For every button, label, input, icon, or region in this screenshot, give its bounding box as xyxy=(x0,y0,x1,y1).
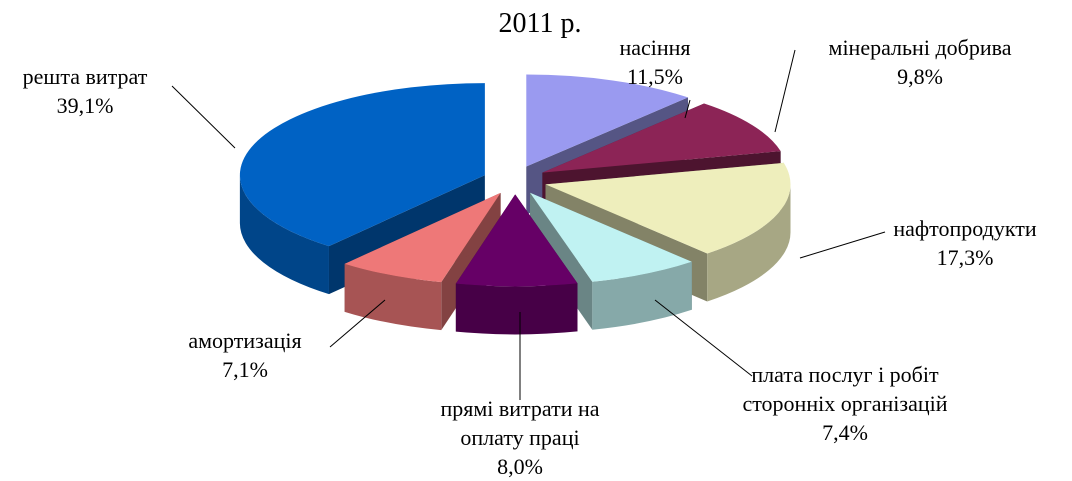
value-label: 17,3% xyxy=(936,245,994,270)
slice-top xyxy=(344,192,501,283)
slice-wall xyxy=(592,261,692,330)
pie-slice xyxy=(455,194,578,335)
category-label: прямі витрати на оплату праці xyxy=(440,396,600,450)
value-label: 7,4% xyxy=(822,420,868,445)
chart-title: 2011 р. xyxy=(498,8,582,39)
slice-top xyxy=(542,103,781,173)
leader-line xyxy=(654,299,753,377)
value-label: 9,8% xyxy=(897,64,943,89)
value-label: 8,0% xyxy=(497,454,543,479)
slice-top xyxy=(455,194,578,287)
slice-label: мінеральні добрива 9,8% xyxy=(795,33,1045,91)
category-label: решта витрат xyxy=(22,64,148,89)
slice-label: насіння 11,5% xyxy=(575,33,735,91)
slice-top xyxy=(545,162,791,254)
slice-wall xyxy=(455,283,578,335)
value-label: 11,5% xyxy=(626,64,683,89)
slice-top xyxy=(526,74,689,167)
slice-label: амортизація 7,1% xyxy=(160,326,330,384)
category-label: плата послуг і робіт сторонніх організац… xyxy=(742,362,948,416)
slice-top xyxy=(530,192,692,282)
leader-line xyxy=(171,85,236,149)
category-label: нафтопродукти xyxy=(893,216,1037,241)
leader-line xyxy=(774,49,796,133)
leader-line xyxy=(329,299,386,348)
category-label: насіння xyxy=(619,35,691,60)
slice-label: плата послуг і робіт сторонніх організац… xyxy=(740,360,950,447)
slice-wall xyxy=(239,175,329,295)
leader-line xyxy=(799,231,886,259)
pie-slice xyxy=(530,192,692,330)
slice-label: нафтопродукти 17,3% xyxy=(880,214,1050,272)
category-label: амортизація xyxy=(188,328,302,353)
category-label: мінеральні добрива xyxy=(828,35,1012,60)
slice-wall xyxy=(707,184,791,302)
slice-top xyxy=(239,83,485,247)
slice-label: прямі витрати на оплату праці 8,0% xyxy=(420,394,620,481)
slice-label: решта витрат 39,1% xyxy=(0,62,170,120)
leader-line xyxy=(684,99,691,119)
value-label: 39,1% xyxy=(56,93,114,118)
value-label: 7,1% xyxy=(222,357,268,382)
pie xyxy=(239,74,791,335)
